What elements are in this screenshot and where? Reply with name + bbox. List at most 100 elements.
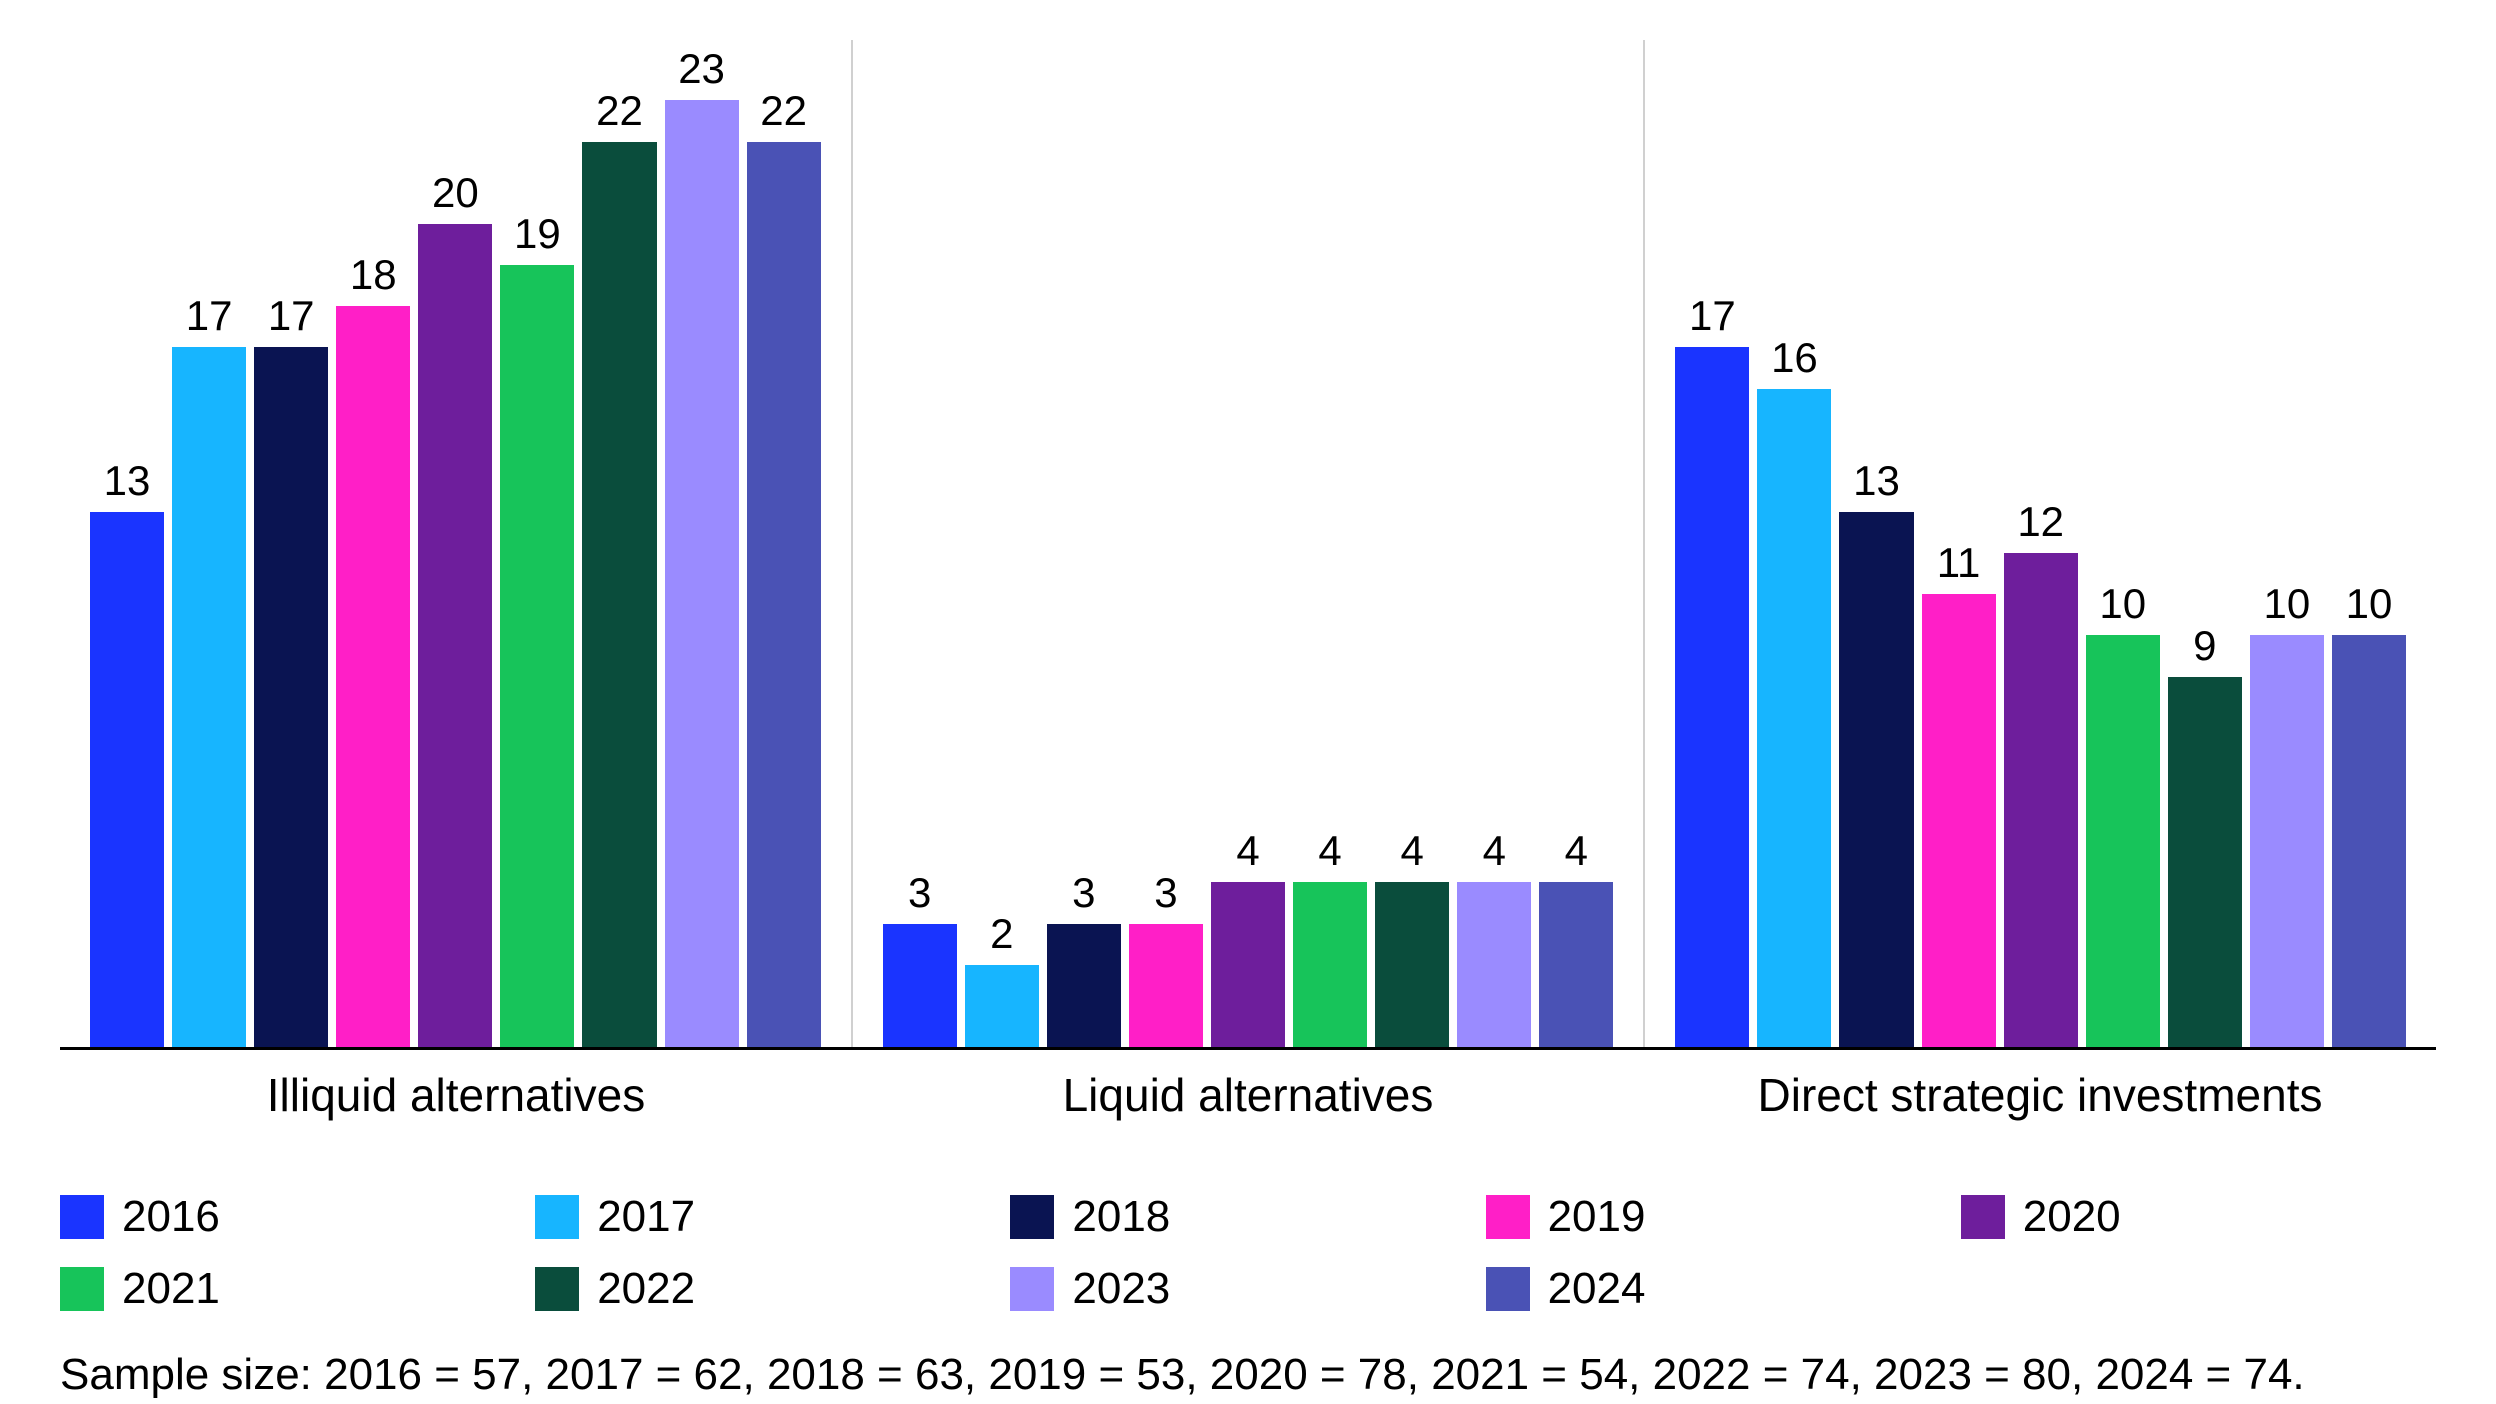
legend-swatch	[1010, 1195, 1054, 1239]
bar-value-label: 3	[908, 872, 931, 914]
legend-swatch	[1486, 1267, 1530, 1311]
bar-column: 10	[2332, 40, 2406, 1047]
legend-label: 2022	[597, 1264, 695, 1314]
bar	[2250, 635, 2324, 1047]
legend-item: 2021	[60, 1264, 535, 1314]
bar-column: 4	[1539, 40, 1613, 1047]
legend-swatch	[1010, 1267, 1054, 1311]
bar-column: 3	[1047, 40, 1121, 1047]
bar	[500, 265, 574, 1047]
bar	[172, 347, 246, 1047]
bar-value-label: 4	[1483, 830, 1506, 872]
legend-swatch	[535, 1195, 579, 1239]
x-axis-label: Liquid alternatives	[852, 1068, 1644, 1122]
bar	[1457, 882, 1531, 1047]
bar	[1293, 882, 1367, 1047]
bar-value-label: 16	[1771, 337, 1818, 379]
bar-value-label: 13	[1853, 460, 1900, 502]
bar-value-label: 13	[104, 460, 151, 502]
bar	[1539, 882, 1613, 1047]
bar-value-label: 10	[2346, 583, 2393, 625]
bar	[1922, 594, 1996, 1047]
bar-column: 11	[1922, 40, 1996, 1047]
legend-item: 2016	[60, 1192, 535, 1242]
bar-column: 20	[418, 40, 492, 1047]
bar-column: 10	[2250, 40, 2324, 1047]
bar-value-label: 22	[760, 90, 807, 132]
legend-item: 2019	[1486, 1192, 1961, 1242]
bar-value-label: 4	[1400, 830, 1423, 872]
bar	[2332, 635, 2406, 1047]
bar	[747, 142, 821, 1047]
x-axis-labels: Illiquid alternativesLiquid alternatives…	[60, 1068, 2436, 1122]
bar-column: 3	[1129, 40, 1203, 1047]
bar-column: 13	[1839, 40, 1913, 1047]
bar-column: 12	[2004, 40, 2078, 1047]
bar-column: 22	[582, 40, 656, 1047]
sample-size-footnote: Sample size: 2016 = 57, 2017 = 62, 2018 …	[60, 1350, 2436, 1400]
bar	[582, 142, 656, 1047]
bar-value-label: 10	[2264, 583, 2311, 625]
legend-swatch	[1486, 1195, 1530, 1239]
bar-column: 2	[965, 40, 1039, 1047]
bar-group: 17 16 13 11 12 10 9 10 10	[1643, 40, 2436, 1047]
x-axis-label: Direct strategic investments	[1644, 1068, 2436, 1122]
x-axis-label: Illiquid alternatives	[60, 1068, 852, 1122]
bar-group: 323344444	[851, 40, 1644, 1047]
legend-label: 2019	[1548, 1192, 1646, 1242]
legend-swatch	[60, 1267, 104, 1311]
bar-value-label: 9	[2193, 625, 2216, 667]
bar-value-label: 17	[1689, 295, 1736, 337]
legend-item: 2020	[1961, 1192, 2436, 1242]
bar-value-label: 20	[432, 172, 479, 214]
legend-label: 2016	[122, 1192, 220, 1242]
legend-label: 2020	[2023, 1192, 2121, 1242]
bar	[883, 924, 957, 1047]
bar-column: 4	[1457, 40, 1531, 1047]
legend: 2016 2017 2018 2019 2020 2021 2022 2023 2024	[60, 1192, 2436, 1314]
legend-item: 2022	[535, 1264, 1010, 1314]
bar-column: 22	[747, 40, 821, 1047]
legend-item: 2017	[535, 1192, 1010, 1242]
bar-value-label: 11	[1937, 542, 1981, 584]
bar	[1757, 389, 1831, 1047]
bar-column: 4	[1375, 40, 1449, 1047]
bar	[2168, 677, 2242, 1047]
bar	[336, 306, 410, 1047]
bar-column: 17	[254, 40, 328, 1047]
bar-column: 3	[883, 40, 957, 1047]
legend-swatch	[60, 1195, 104, 1239]
bar-value-label: 4	[1565, 830, 1588, 872]
bar	[1375, 882, 1449, 1047]
bar	[1839, 512, 1913, 1047]
plot-area: 1317171820192223223233444441716131112109…	[60, 40, 2436, 1050]
legend-label: 2023	[1072, 1264, 1170, 1314]
bar-value-label: 3	[1154, 872, 1177, 914]
bar	[254, 347, 328, 1047]
bar-column: 10	[2086, 40, 2160, 1047]
bar-value-label: 19	[514, 213, 561, 255]
bar	[965, 965, 1039, 1047]
legend-label: 2017	[597, 1192, 695, 1242]
bar-column: 18	[336, 40, 410, 1047]
bar	[90, 512, 164, 1047]
bar-value-label: 4	[1318, 830, 1341, 872]
bar	[2086, 635, 2160, 1047]
legend-label: 2018	[1072, 1192, 1170, 1242]
legend-swatch	[1961, 1195, 2005, 1239]
bar-column: 4	[1211, 40, 1285, 1047]
bar-value-label: 12	[2017, 501, 2064, 543]
bar	[2004, 553, 2078, 1047]
bar	[665, 100, 739, 1047]
bar-value-label: 18	[350, 254, 397, 296]
bar	[418, 224, 492, 1047]
bar	[1129, 924, 1203, 1047]
bar-value-label: 10	[2099, 583, 2146, 625]
bar	[1211, 882, 1285, 1047]
bar	[1675, 347, 1749, 1047]
legend-item: 2024	[1486, 1264, 1961, 1314]
chart-container: 1317171820192223223233444441716131112109…	[0, 0, 2496, 1404]
bar	[1047, 924, 1121, 1047]
bar-value-label: 3	[1072, 872, 1095, 914]
bar-column: 16	[1757, 40, 1831, 1047]
